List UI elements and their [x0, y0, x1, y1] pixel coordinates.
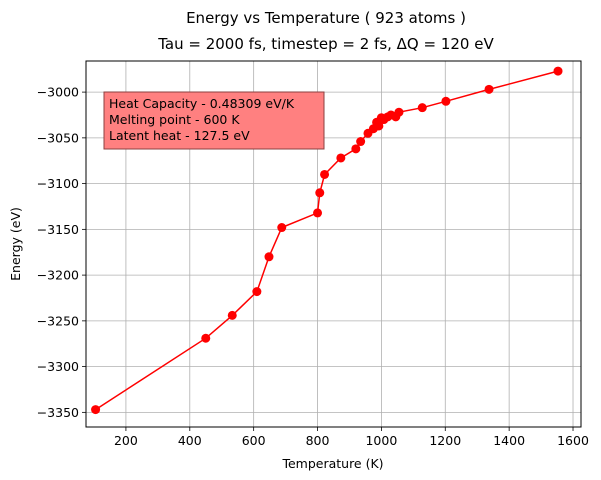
- y-tick-label: −3000: [37, 85, 79, 100]
- data-point: [374, 121, 384, 131]
- x-tick-label: 600: [242, 433, 266, 448]
- y-axis: −3350 −3300 −3250 −3200 −3150 −3100 −3050 −3000: [37, 85, 86, 420]
- x-tick-label: 1400: [493, 433, 525, 448]
- x-tick-label: 1000: [365, 433, 397, 448]
- y-axis-label: Energy (eV): [8, 207, 23, 281]
- data-point: [313, 208, 323, 218]
- data-point: [336, 153, 346, 163]
- x-axis: 200 400 600 800 1000 1200 1400 1600: [114, 427, 589, 448]
- data-point: [264, 252, 274, 262]
- data-point: [227, 310, 237, 320]
- annotation-latent-heat: Latent heat - 127.5 eV: [109, 128, 250, 143]
- x-tick-label: 200: [114, 433, 138, 448]
- data-point: [441, 96, 451, 106]
- chart-subtitle: Tau = 2000 fs, timestep = 2 fs, ΔQ = 120…: [157, 35, 494, 53]
- data-point: [252, 287, 262, 297]
- data-point: [417, 103, 427, 113]
- y-tick-label: −3250: [37, 313, 79, 328]
- annotation-box: Heat Capacity - 0.48309 eV/K Melting poi…: [103, 91, 325, 150]
- y-tick-label: −3050: [37, 130, 79, 145]
- data-point: [351, 144, 361, 154]
- x-tick-label: 800: [306, 433, 330, 448]
- grid-lines: [86, 61, 581, 427]
- data-point: [484, 84, 494, 94]
- y-tick-label: −3100: [37, 176, 79, 191]
- plot-frame: [85, 60, 582, 428]
- x-tick-label: 1600: [557, 433, 589, 448]
- annotation-melting-point: Melting point - 600 K: [109, 112, 240, 127]
- data-point: [356, 137, 366, 147]
- annotation-background: [103, 91, 325, 150]
- data-point: [91, 405, 101, 415]
- y-tick-label: −3300: [37, 359, 79, 374]
- data-point: [320, 169, 330, 179]
- chart-title: Energy vs Temperature ( 923 atoms ): [186, 9, 466, 27]
- data-series: [91, 66, 563, 415]
- x-axis-label: Temperature (K): [281, 456, 383, 471]
- y-tick-label: −3200: [37, 268, 79, 283]
- data-point: [277, 223, 287, 233]
- data-point: [201, 333, 211, 343]
- annotation-heat-capacity: Heat Capacity - 0.48309 eV/K: [109, 96, 295, 111]
- x-tick-label: 400: [178, 433, 202, 448]
- data-point: [394, 107, 404, 117]
- y-tick-label: −3350: [37, 405, 79, 420]
- data-point: [315, 188, 325, 198]
- data-point: [553, 66, 563, 76]
- y-tick-label: −3150: [37, 222, 79, 237]
- x-tick-label: 1200: [429, 433, 461, 448]
